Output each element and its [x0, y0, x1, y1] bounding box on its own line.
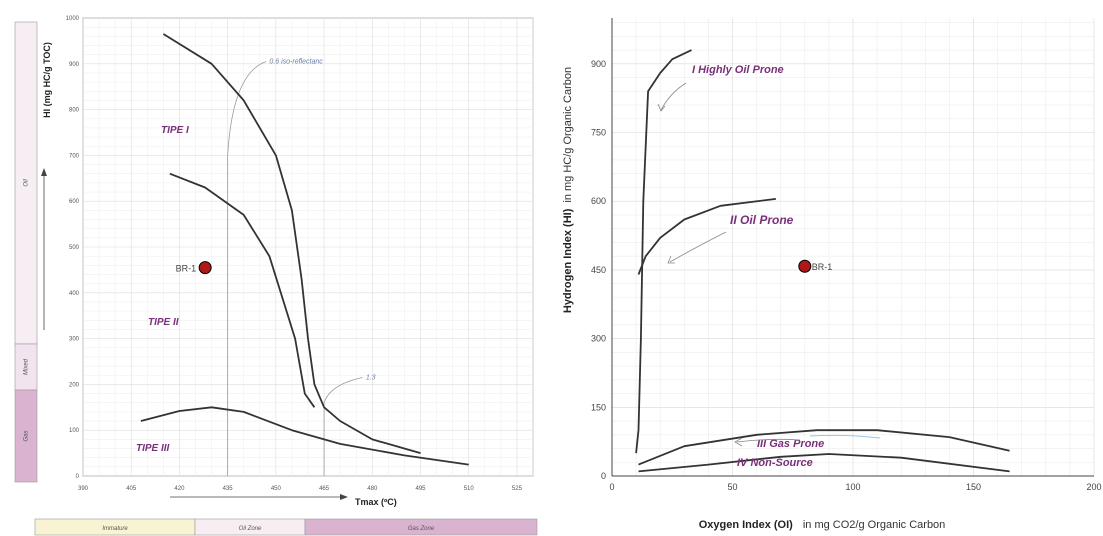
trend-arrow-2	[669, 231, 727, 263]
y-axis-arrowhead	[41, 168, 47, 176]
y-tick-label: 300	[69, 337, 80, 343]
y-tick-label: 900	[69, 62, 80, 68]
maturity-band-label-0: Immature	[102, 526, 128, 532]
grid-right	[611, 18, 1095, 477]
kerogen-curve-2	[169, 172, 316, 408]
kerogen-curve-3	[140, 406, 469, 466]
sample-point-right	[798, 259, 812, 273]
x-axis-title: Oxygen Index (OI)	[699, 519, 793, 531]
y-tick-label: 600	[69, 199, 80, 205]
x-tick-label: 390	[78, 486, 89, 492]
x-axis-units: in mg CO2/g Organic Carbon	[803, 519, 945, 531]
x-tick-label: 450	[271, 486, 282, 492]
x-tick-label: 405	[126, 486, 137, 492]
x-axis-arrowhead	[340, 494, 348, 500]
type-label-2: TIPE II	[148, 317, 179, 328]
y-axis-label: HI (mg HC/g TOC)	[42, 42, 52, 118]
trend-arrowhead-1	[657, 103, 666, 112]
y-tick-label: 700	[69, 153, 80, 159]
x-tick-label: 465	[319, 486, 330, 492]
y-axis-label-right: Hydrogen Index (HI) in mg HC/g Organic Ca…	[562, 67, 574, 313]
y-tick-label-right: 300	[591, 334, 606, 344]
trend-arrowhead-3	[734, 437, 743, 447]
y-tick-label-right: 0	[601, 471, 606, 481]
gas-prone-marker	[809, 434, 881, 439]
sample-point-label: BR-1	[176, 264, 197, 274]
kerogen-curve-4	[638, 453, 1010, 473]
x-tick-label-right: 50	[727, 482, 737, 492]
maturity-band-label-2: Gas Zone	[408, 526, 435, 532]
y-tick-label: 100	[69, 428, 80, 434]
grid	[82, 17, 534, 477]
kerogen-curve-1	[635, 49, 692, 454]
x-tick-label-right: 200	[1086, 482, 1101, 492]
x-axis-label: Tmax (ºC)	[355, 497, 397, 507]
band-label-2: Gas	[24, 430, 30, 441]
y-tick-label-right: 900	[591, 59, 606, 69]
series-label-3: III Gas Prone	[757, 438, 824, 450]
sample-point	[198, 261, 212, 275]
series-label-2: II Oil Prone	[730, 213, 794, 227]
x-axis-label-right: Oxygen Index (OI) in mg CO2/g Organic Car…	[699, 519, 946, 531]
y-tick-label: 800	[69, 108, 80, 114]
x-tick-label: 525	[512, 486, 523, 492]
band-gas	[14, 389, 38, 483]
trend-arrowhead-2	[667, 255, 675, 264]
trend-arrow-3	[736, 438, 801, 443]
x-tick-label: 510	[464, 486, 475, 492]
y-tick-label-right: 750	[591, 128, 606, 138]
y-tick-label-right: 600	[591, 196, 606, 206]
band-label-0: Oil	[24, 179, 30, 187]
y-axis-title: Hydrogen Index (HI)	[562, 208, 574, 313]
y-tick-label: 1000	[66, 16, 80, 22]
y-tick-label: 400	[69, 291, 80, 297]
y-tick-label: 200	[69, 382, 80, 388]
iso-reflectance-label: 0.6 iso-reflectanc	[269, 59, 323, 66]
y-tick-label-right: 150	[591, 402, 606, 412]
kerogen-curve-1	[162, 33, 421, 454]
type-label-1: TIPE I	[161, 125, 189, 136]
x-tick-label: 435	[223, 486, 234, 492]
trend-arrow-1	[660, 82, 687, 111]
type-label-3: TIPE III	[136, 443, 170, 454]
series-label-4: IV Non-Source	[737, 457, 813, 469]
y-tick-label-right: 450	[591, 265, 606, 275]
y-tick-label: 500	[69, 245, 80, 251]
series-label-1: I Highly Oil Prone	[692, 64, 784, 76]
x-tick-label-right: 150	[966, 482, 981, 492]
x-tick-label: 420	[174, 486, 185, 492]
x-tick-label: 480	[367, 486, 378, 492]
band-label-1: Mixed	[24, 358, 30, 375]
kerogen-curve-3	[638, 429, 1010, 466]
iso-line-2-leader	[323, 377, 363, 403]
sample-point-label-right: BR-1	[812, 262, 833, 272]
hi-tmax-chart: Oil Mixed Gas 0 100 200 300 400 500 600 700 800 900 1…	[14, 16, 538, 536]
x-tick-label-right: 0	[609, 482, 614, 492]
maturity-band-label-1: Oil Zone	[239, 526, 262, 532]
kerogen-curve-2	[637, 198, 777, 275]
iso-reflectance-leader	[227, 61, 267, 156]
y-axis-units: in mg HC/g Organic Carbon	[562, 67, 574, 203]
y-tick-label: 0	[76, 474, 80, 480]
maturity-band-2	[304, 518, 538, 536]
x-tick-label: 495	[415, 486, 426, 492]
iso-line-2-label: 1.3	[366, 375, 376, 382]
x-tick-label-right: 100	[845, 482, 860, 492]
